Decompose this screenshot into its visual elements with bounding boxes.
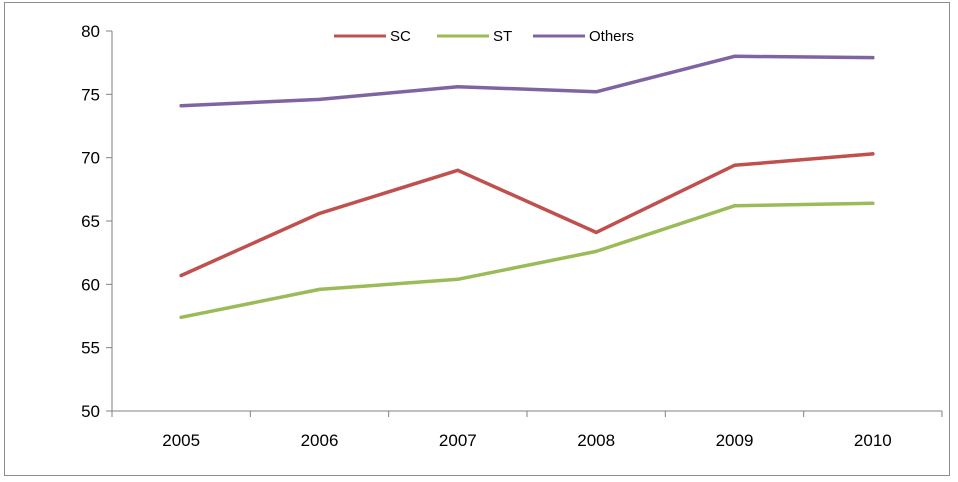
x-tick-label: 2009 (716, 431, 754, 450)
chart-axes (106, 30, 943, 417)
x-tick-label: 2005 (162, 431, 200, 450)
data-point-others (594, 90, 598, 94)
data-point-st (594, 249, 598, 254)
y-tick-label: 80 (81, 22, 100, 41)
y-tick-label: 75 (81, 85, 100, 104)
y-tick-label: 70 (81, 149, 100, 168)
data-point-st (456, 277, 460, 281)
data-point-sc (732, 163, 737, 167)
legend-label-sc: SC (390, 28, 411, 45)
series-lines (179, 54, 875, 320)
data-point-sc (871, 152, 875, 156)
series-line-st (179, 201, 875, 320)
y-tick-label: 60 (81, 275, 100, 294)
data-point-st (179, 315, 183, 319)
data-point-sc (456, 168, 460, 173)
y-axis-tick-labels: 50 55 60 65 70 75 80 (81, 22, 100, 421)
data-point-st (871, 201, 875, 205)
data-point-st (317, 287, 322, 292)
data-point-others (317, 97, 322, 102)
x-axis-tick-labels: 2005 2006 2007 2008 2009 2010 (162, 431, 891, 450)
data-point-sc (317, 211, 322, 216)
x-tick-label: 2010 (854, 431, 892, 450)
x-tick-label: 2008 (577, 431, 615, 450)
data-point-st (732, 204, 737, 208)
legend-label-others: Others (589, 28, 634, 45)
chart-frame: 50 55 60 65 70 75 80 2005 2006 2007 2008 2009 2010 … (4, 2, 950, 476)
x-tick-label: 2006 (301, 431, 339, 450)
y-tick-label: 55 (81, 339, 100, 358)
data-point-others (179, 104, 183, 108)
data-point-sc (179, 273, 183, 278)
x-tick-label: 2007 (439, 431, 477, 450)
legend: SC ST Others (334, 28, 634, 45)
series-line-others (179, 54, 875, 108)
data-point-others (456, 85, 460, 89)
series-line-sc (179, 152, 875, 278)
legend-label-st: ST (493, 28, 512, 45)
data-point-sc (594, 230, 598, 235)
data-point-others (871, 55, 875, 60)
y-tick-label: 65 (81, 212, 100, 231)
y-tick-label: 50 (81, 402, 100, 421)
data-point-others (732, 54, 737, 59)
